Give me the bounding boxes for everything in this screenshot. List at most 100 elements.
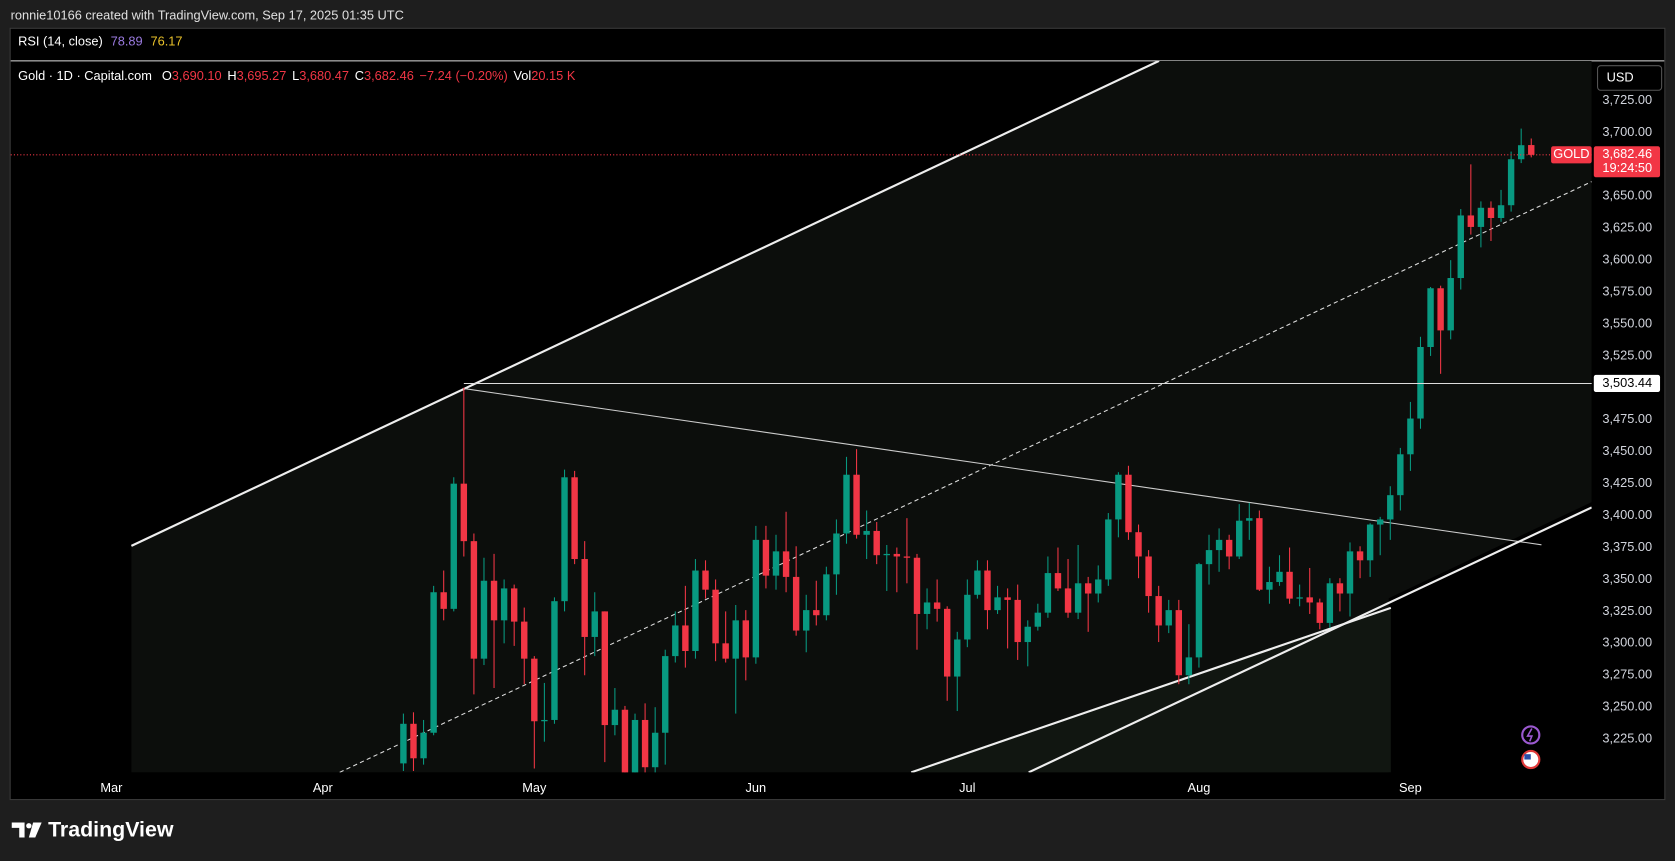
- candle-body: [1095, 579, 1102, 594]
- candle-body: [1004, 597, 1011, 600]
- candle-body: [853, 474, 860, 535]
- x-tick-label: Jul: [959, 780, 975, 795]
- candle-body: [1477, 207, 1485, 227]
- candle-body: [1155, 596, 1162, 626]
- candle-body: [1387, 495, 1394, 520]
- volume: 20.15 K: [531, 68, 576, 83]
- countdown: 19:24:50: [1602, 160, 1652, 175]
- candle-body: [591, 611, 598, 637]
- y-tick-label: 3,300.00: [1602, 635, 1652, 650]
- y-tick-label: 3,350.00: [1602, 571, 1652, 586]
- candle-body: [1276, 571, 1283, 583]
- candle-body: [722, 643, 729, 659]
- candle-body: [621, 709, 629, 773]
- candle-body: [893, 553, 901, 557]
- candle-body: [662, 656, 669, 733]
- candle-body: [994, 597, 1001, 611]
- candle-body: [1024, 626, 1031, 643]
- candle-body: [702, 570, 709, 590]
- event-bolt: [1526, 728, 1534, 742]
- candle-body: [1014, 599, 1021, 643]
- y-tick-label: 3,325.00: [1602, 603, 1652, 618]
- candle-body: [510, 588, 518, 622]
- y-tick-label: 3,575.00: [1602, 283, 1652, 298]
- candle-body: [1064, 588, 1072, 613]
- y-tick-label: 3,275.00: [1602, 667, 1652, 682]
- change: −7.24 (−0.20%): [420, 68, 508, 83]
- candle-body: [672, 625, 679, 657]
- candle-body: [581, 559, 588, 637]
- candle-body: [742, 620, 749, 658]
- candle-body: [1054, 573, 1062, 589]
- candle-body: [440, 592, 447, 609]
- y-tick-label: 3,250.00: [1602, 699, 1652, 714]
- candle-body: [1407, 418, 1414, 455]
- x-tick-label: Mar: [100, 780, 123, 795]
- ticker: GOLD: [1553, 146, 1589, 161]
- candle-body: [863, 530, 870, 535]
- high: 3,695.27: [237, 68, 287, 83]
- candle-body: [813, 610, 820, 616]
- candles: [400, 128, 1535, 773]
- candle-body: [1125, 474, 1132, 533]
- candle-body: [954, 639, 961, 677]
- candle-body: [651, 732, 659, 768]
- trendline-down: [465, 388, 1542, 546]
- x-tick-label: Apr: [313, 780, 334, 795]
- ohlc-legend: Gold · 1D · Capital.com O3,690.10 H3,695…: [18, 68, 576, 83]
- flag-canton: [1524, 754, 1531, 760]
- event-icon[interactable]: [1521, 725, 1541, 745]
- y-tick-label: 3,550.00: [1602, 315, 1652, 330]
- logo-mark: [11, 822, 25, 838]
- candle-body: [1316, 602, 1323, 623]
- candle-body: [400, 723, 407, 764]
- candle-body: [1397, 454, 1404, 496]
- rsi-value: 78.89: [111, 34, 143, 49]
- candle-body: [470, 541, 478, 659]
- candle-body: [611, 709, 619, 726]
- candle-body: [521, 621, 528, 659]
- candle-body: [833, 533, 840, 575]
- candle-body: [843, 474, 850, 534]
- currency[interactable]: USD: [1607, 69, 1634, 84]
- y-tick-label: 3,375.00: [1602, 539, 1652, 554]
- candle-body: [1034, 612, 1042, 627]
- candle-body: [1165, 610, 1172, 626]
- candle-body: [883, 553, 890, 556]
- y-tick-label: 3,525.00: [1602, 347, 1652, 362]
- candle-body: [1467, 215, 1475, 227]
- x-tick-label: Sep: [1399, 780, 1422, 795]
- candle-body: [1457, 215, 1464, 279]
- candle-body: [1437, 288, 1444, 331]
- trendline-up: [910, 606, 1392, 773]
- candle-body: [933, 602, 941, 609]
- candle-body: [964, 594, 971, 640]
- candle-body: [1286, 571, 1293, 599]
- candle-body: [1115, 474, 1122, 520]
- candle-body: [430, 592, 437, 733]
- last-price-label: 3,682.46: [1602, 146, 1652, 161]
- candle-body: [772, 551, 780, 576]
- currency-box[interactable]: [1597, 65, 1663, 91]
- candle-body: [1215, 539, 1223, 551]
- candle-body: [1256, 518, 1263, 590]
- candle-body: [873, 530, 880, 556]
- candle-body: [1225, 539, 1233, 557]
- candle-body: [601, 611, 609, 726]
- x-tick-label: Jun: [746, 780, 767, 795]
- candle-body: [1205, 550, 1213, 565]
- candle-body: [1246, 518, 1253, 521]
- high-key: H: [227, 68, 236, 83]
- candle-body: [1236, 520, 1243, 557]
- candle-body: [974, 570, 981, 595]
- candle-body: [1517, 145, 1525, 160]
- candle-body: [541, 719, 548, 722]
- candle-body: [460, 483, 468, 542]
- candle-body: [1185, 657, 1193, 676]
- candle-body: [752, 539, 760, 658]
- candle-body: [1377, 519, 1384, 525]
- y-tick-label: 3,625.00: [1602, 220, 1652, 235]
- low: 3,680.47: [299, 68, 349, 83]
- candle-body: [1266, 582, 1273, 590]
